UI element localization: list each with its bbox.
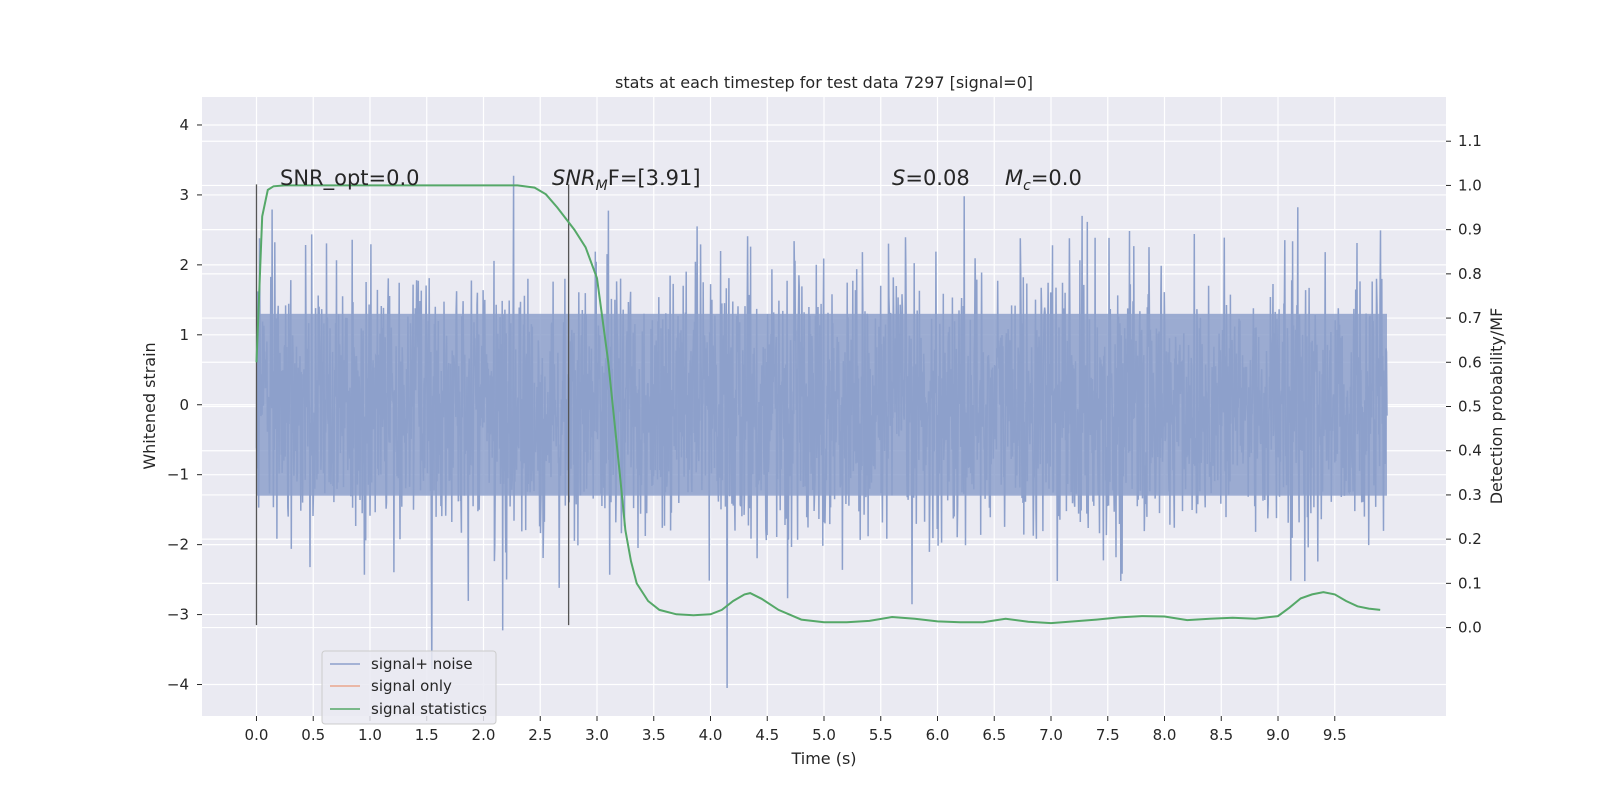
x-tick-label: 2.0 [472, 726, 496, 744]
y2-tick-label: 0.2 [1458, 530, 1482, 548]
y-tick-label: −3 [167, 606, 189, 624]
annotation-mc: Mc=0.0 [1005, 166, 1082, 194]
x-tick-label: 4.0 [699, 726, 723, 744]
annotation-snr-mf-rest: F=[3.91] [608, 166, 701, 190]
y-axis-ticks: 4 3 2 1 0 −1 −2 −3 −4 [167, 116, 202, 694]
y2-tick-label: 0.8 [1458, 265, 1482, 283]
signal-statistics-line [255, 184, 1381, 625]
annotation-mc-var: M [1005, 166, 1023, 190]
x-tick-label: 9.0 [1266, 726, 1290, 744]
x-axis-ticks: 0.0 0.5 1.0 1.5 2.0 2.5 3.0 3.5 4.0 4.5 5.0 5.5 6.0 6… [245, 716, 1347, 744]
x-tick-label: 4.5 [755, 726, 779, 744]
annotation-snr-mf: SNRMF=[3.91] [552, 166, 701, 194]
y-tick-label: −1 [167, 466, 189, 484]
y2-tick-label: 0.4 [1458, 442, 1482, 460]
signal-noise-series [255, 175, 1388, 689]
x-tick-label: 5.5 [869, 726, 893, 744]
y2-tick-label: 0.6 [1458, 353, 1482, 371]
y-tick-label: 3 [179, 186, 189, 204]
y-tick-label: 4 [179, 116, 189, 134]
x-tick-label: 0.5 [301, 726, 325, 744]
x-tick-label: 3.0 [585, 726, 609, 744]
y2-tick-label: 0.5 [1458, 398, 1482, 416]
y-axis-label: Whitened strain [140, 342, 159, 469]
annotation-snr-mf-sub: M [596, 178, 608, 194]
legend-label-signal-only: signal only [371, 677, 452, 695]
x-tick-label: 1.5 [415, 726, 439, 744]
x-tick-label: 8.0 [1153, 726, 1177, 744]
y-tick-label: −4 [167, 676, 189, 694]
x-tick-label: 9.5 [1323, 726, 1347, 744]
y-tick-label: 0 [179, 396, 189, 414]
x-axis-label: Time (s) [790, 749, 856, 768]
signal-statistics-series [255, 184, 1381, 625]
y2-axis-ticks: 1.1 1.0 0.9 0.8 0.7 0.6 0.5 0.4 0.3 0.2 0.1 0.0 [1446, 132, 1482, 637]
x-tick-label: 5.0 [812, 726, 836, 744]
annotation-mc-sub: c [1023, 178, 1031, 194]
annotation-mc-rest: =0.0 [1031, 166, 1082, 190]
signal-noise-line [255, 175, 1388, 689]
y2-tick-label: 0.1 [1458, 574, 1482, 592]
annotation-s: S=0.08 [892, 166, 970, 190]
y2-tick-label: 0.0 [1458, 619, 1482, 637]
y2-tick-label: 0.3 [1458, 486, 1482, 504]
y-tick-label: 1 [179, 326, 189, 344]
x-tick-label: 7.5 [1096, 726, 1120, 744]
legend-label-signal-statistics: signal statistics [371, 700, 487, 718]
x-tick-label: 2.5 [528, 726, 552, 744]
x-tick-label: 1.0 [358, 726, 382, 744]
x-tick-label: 6.0 [926, 726, 950, 744]
x-tick-label: 3.5 [642, 726, 666, 744]
y-tick-label: 2 [179, 256, 189, 274]
y2-tick-label: 1.1 [1458, 132, 1482, 150]
y2-tick-label: 0.7 [1458, 309, 1482, 327]
y2-tick-label: 0.9 [1458, 221, 1482, 239]
x-tick-label: 7.0 [1039, 726, 1063, 744]
chart-title: stats at each timestep for test data 729… [615, 73, 1033, 92]
x-tick-label: 6.5 [982, 726, 1006, 744]
y2-axis-label: Detection probability/MF [1487, 308, 1506, 505]
annotation-snr-opt: SNR_opt=0.0 [280, 166, 420, 191]
annotation-s-var: S [892, 166, 905, 190]
legend: signal+ noise signal only signal statist… [321, 650, 497, 725]
vertical-markers [255, 184, 570, 626]
y-tick-label: −2 [167, 536, 189, 554]
legend-box [321, 650, 497, 725]
annotation-snr-mf-var: SNR [552, 166, 596, 190]
x-tick-label: 8.5 [1209, 726, 1233, 744]
x-tick-label: 0.0 [245, 726, 269, 744]
legend-label-signal-noise: signal+ noise [371, 655, 473, 673]
annotation-s-rest: =0.08 [905, 166, 969, 190]
y2-tick-label: 1.0 [1458, 176, 1482, 194]
